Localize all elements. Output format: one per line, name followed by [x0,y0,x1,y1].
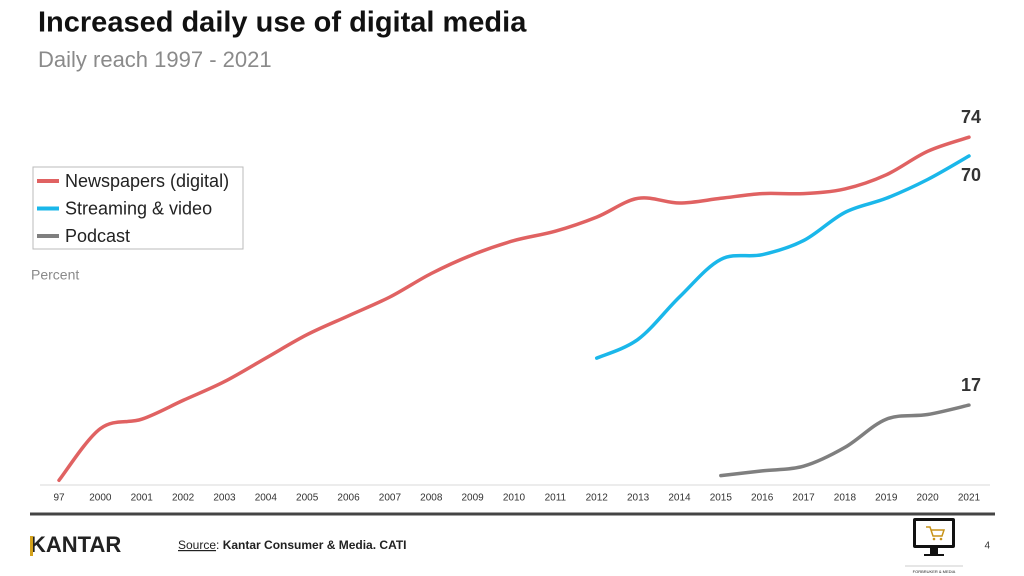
x-tick-label: 2013 [627,493,650,504]
x-tick-label: 2000 [89,493,112,504]
series-line [719,403,971,478]
x-tick-label: 2007 [379,493,402,504]
subtitle: Daily reach 1997 - 2021 [38,47,272,72]
legend-box [32,166,244,250]
x-tick-label: 2006 [337,493,360,504]
series-line [594,154,971,360]
x-tick-label: 2002 [172,493,195,504]
x-tick-label: 2015 [710,493,733,504]
x-tick-label: 2009 [462,493,485,504]
x-tick-label: 2020 [917,493,940,504]
x-tick-label: 2016 [751,493,774,504]
data-label: 70 [961,165,981,185]
x-tick-label: 2010 [503,493,526,504]
logo: KANTAR [30,532,121,557]
page-number: 4 [984,541,990,552]
x-tick-label: 2004 [255,493,278,504]
x-tick-label: 2005 [296,493,319,504]
colon: : [216,538,223,552]
x-tick-label: 2012 [586,493,609,504]
source-text: Kantar Consumer & Media. CATI [223,538,407,552]
x-tick-label: 2001 [131,493,154,504]
badge-text: FORBRUKER & MEDIA [913,569,956,574]
x-tick-label: 2018 [834,493,857,504]
x-tick-label: 2008 [420,493,443,504]
x-tick-label: 2003 [213,493,236,504]
x-tick-label: 97 [53,493,65,504]
y-axis-label: Percent [31,267,79,283]
logo-accent [30,536,33,556]
x-tick-label: 2014 [668,493,691,504]
x-tick-label: 2019 [875,493,898,504]
title: Increased daily use of digital media [38,7,527,39]
x-tick-label: 2011 [545,493,567,504]
source-label: Source [178,538,216,552]
legend-label: Newspapers (digital) [65,171,229,191]
source: Source: Kantar Consumer & Media. CATI [178,538,407,552]
badge-icon [905,518,963,567]
series-line [57,135,971,483]
legend-label: Streaming & video [65,198,212,218]
legend-label: Podcast [65,226,130,246]
x-tick-label: 2021 [958,493,981,504]
data-label: 17 [961,375,981,395]
x-tick-label: 2017 [792,493,815,504]
data-label: 74 [961,107,981,127]
